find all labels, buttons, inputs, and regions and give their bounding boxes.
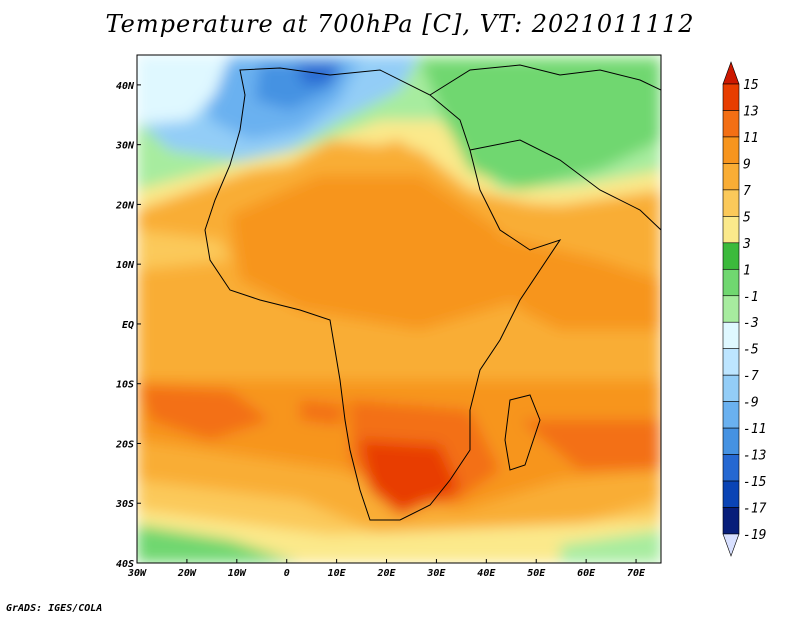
- colorbar-label: -1: [743, 290, 759, 305]
- temperature-field: [137, 55, 661, 563]
- colorbar-label: -17: [743, 502, 767, 517]
- colorbar-label: 13: [743, 104, 759, 119]
- lon-tick-label: 40E: [477, 568, 496, 579]
- longitude-axis: 30W 20W 10W 0 10E 20E 30E 40E 50E 60E 70E: [127, 559, 646, 579]
- lon-tick-label: 30W: [127, 568, 147, 579]
- colorbar-label: -15: [743, 475, 767, 490]
- lat-tick-label: 20N: [115, 200, 135, 211]
- lat-tick-label: 30S: [115, 499, 134, 510]
- lat-tick-label: 40N: [116, 81, 135, 92]
- colorbar-label: -11: [743, 422, 766, 437]
- lat-tick-label: 10N: [116, 260, 135, 271]
- lon-tick-label: 0: [284, 568, 290, 579]
- latitude-axis: 40N 30N 20N 10N EQ 10S 20S 30S 40S: [115, 81, 141, 570]
- lat-tick-label: 20S: [115, 439, 134, 450]
- colorbar-label: 1: [743, 263, 751, 278]
- colorbar-swatch: [722, 348, 740, 376]
- lon-tick-label: 60E: [577, 568, 596, 579]
- lon-tick-label: 50E: [527, 568, 546, 579]
- colorbar-swatch: [722, 268, 740, 297]
- colorbar-swatch: [722, 454, 740, 482]
- colorbar-top-triangle: [722, 61, 740, 85]
- colorbar-swatch: [722, 295, 740, 323]
- colorbar-label: -5: [743, 343, 759, 358]
- colorbar-swatch: [722, 374, 740, 402]
- colorbar-swatch: [722, 401, 740, 429]
- plot-frame: [136, 54, 662, 564]
- colorbar-swatch: [722, 427, 740, 455]
- colorbar-swatch: [722, 83, 740, 111]
- colorbar-label: -19: [743, 528, 766, 543]
- colorbar-label: 5: [743, 210, 751, 225]
- colorbar: 15 13 11 9 7 5 3 1 -1 -3 -5 -7 -9 -11 -13 -15 -17 -19: [722, 61, 767, 557]
- colorbar-swatch: [722, 163, 740, 191]
- lon-tick-label: 10W: [228, 568, 247, 579]
- lon-tick-label: 20E: [376, 568, 396, 579]
- lat-tick-label: 40S: [116, 559, 134, 570]
- lat-tick-label: 10S: [116, 380, 134, 391]
- colorbar-swatch: [722, 216, 740, 244]
- lon-tick-label: 30E: [426, 568, 446, 579]
- colorbar-label: 15: [743, 78, 759, 93]
- map-title: Temperature at 700hPa [C], VT: 202101111…: [105, 10, 695, 38]
- lat-tick-label: 30N: [115, 141, 135, 152]
- lon-tick-label: 10E: [328, 568, 347, 579]
- colorbar-label: -13: [743, 449, 766, 464]
- colorbar-swatch: [722, 242, 740, 270]
- lat-tick-label: EQ: [122, 320, 134, 331]
- colorbar-label: 9: [743, 157, 751, 172]
- colorbar-bottom-triangle: [722, 533, 740, 557]
- credit-label: GrADS: IGES/COLA: [6, 603, 103, 614]
- lon-tick-label: 20W: [177, 568, 197, 579]
- colorbar-label: 3: [742, 237, 751, 252]
- colorbar-swatch: [722, 110, 740, 138]
- colorbar-label: -3: [743, 316, 759, 331]
- colorbar-swatch: [722, 507, 740, 535]
- colorbar-swatch: [722, 321, 740, 350]
- colorbar-swatch: [722, 136, 740, 164]
- coastlines: [204, 64, 661, 521]
- colorbar-swatch: [722, 480, 740, 508]
- lon-tick-label: 70E: [627, 568, 646, 579]
- colorbar-label: -7: [743, 369, 759, 384]
- colorbar-label: -9: [743, 396, 759, 411]
- colorbar-swatch: [722, 189, 740, 217]
- colorbar-label: 11: [743, 131, 759, 146]
- colorbar-label: 7: [743, 184, 751, 199]
